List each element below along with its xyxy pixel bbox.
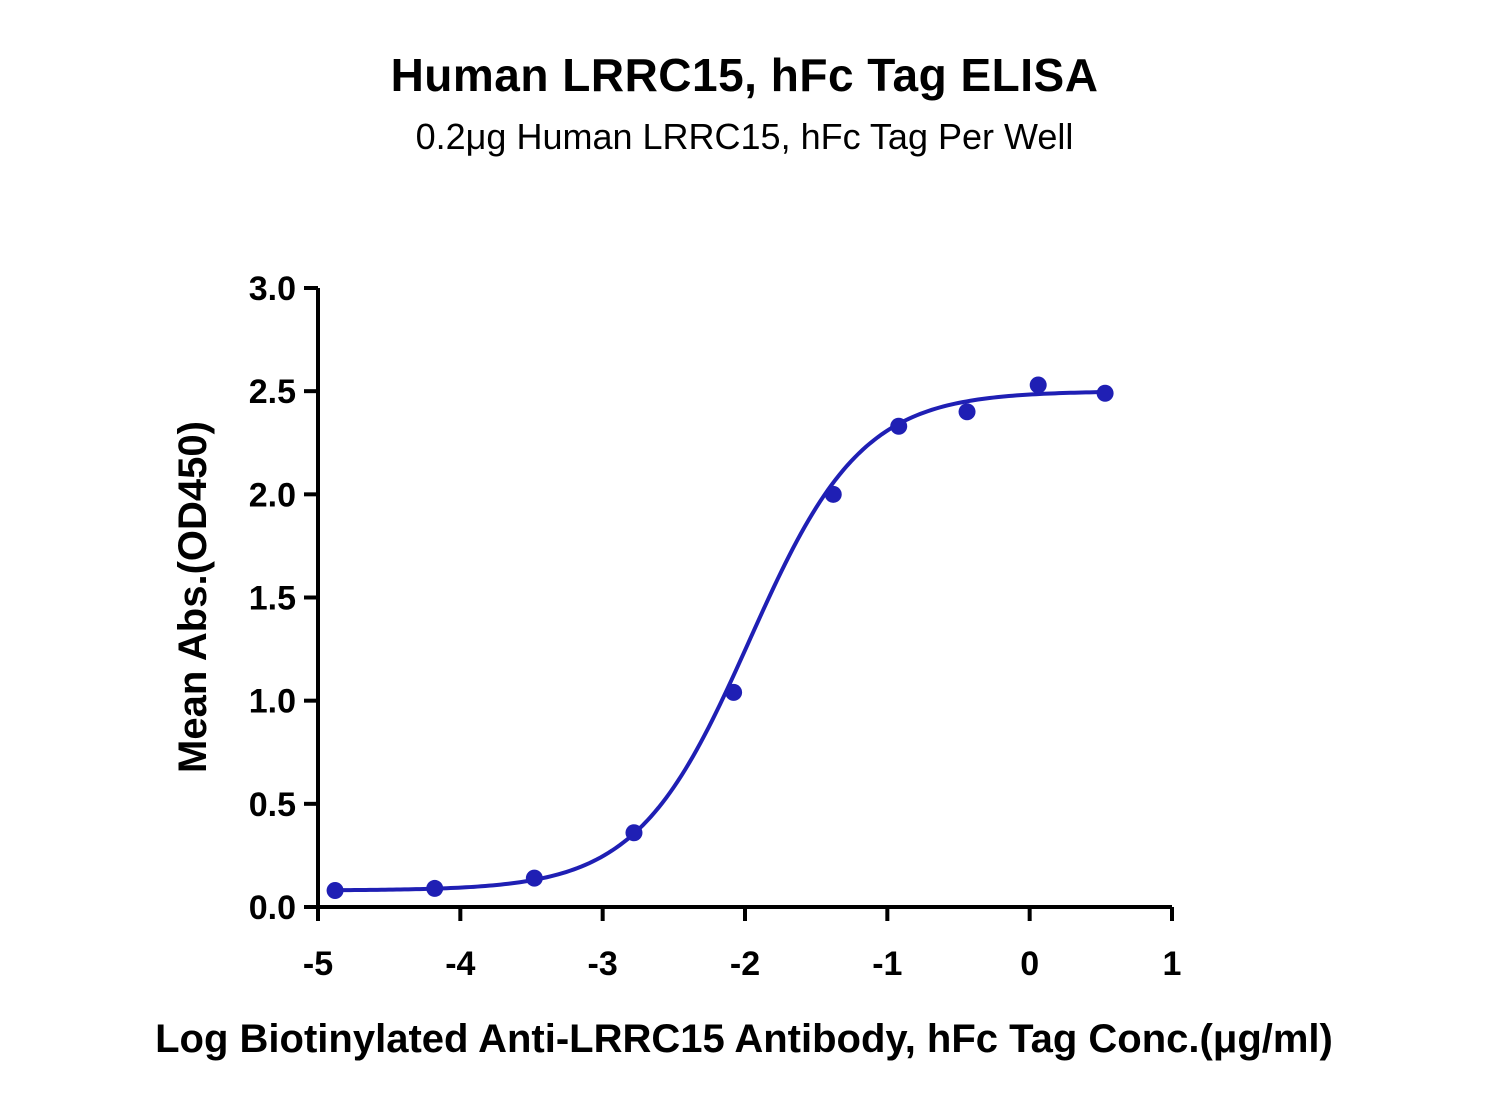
data-point bbox=[525, 869, 543, 887]
x-tick-label: -5 bbox=[303, 945, 333, 983]
y-tick-label: 2.0 bbox=[249, 476, 296, 514]
y-axis-title: Mean Abs.(OD450) bbox=[171, 421, 215, 773]
x-axis-title: Log Biotinylated Anti-LRRC15 Antibody, h… bbox=[155, 1017, 1333, 1061]
data-points-layer bbox=[326, 376, 1114, 899]
y-tick-label: 2.5 bbox=[249, 373, 296, 411]
chart-subtitle: 0.2μg Human LRRC15, hFc Tag Per Well bbox=[415, 116, 1074, 157]
y-tick-label: 0.5 bbox=[249, 786, 296, 824]
data-point bbox=[890, 417, 908, 435]
data-point bbox=[824, 485, 842, 503]
fit-curve-layer bbox=[335, 390, 1106, 893]
data-point bbox=[326, 881, 344, 899]
x-tick-label: -2 bbox=[730, 945, 760, 983]
data-point bbox=[958, 403, 976, 421]
x-tick-label: -1 bbox=[872, 945, 902, 983]
data-point bbox=[1096, 384, 1114, 402]
fit-curve bbox=[335, 390, 1106, 893]
data-point bbox=[1029, 376, 1047, 394]
data-point bbox=[426, 879, 444, 897]
data-point bbox=[725, 683, 743, 701]
x-tick-label: -3 bbox=[588, 945, 618, 983]
y-tick-label: 0.0 bbox=[249, 889, 296, 927]
x-tick-label: 1 bbox=[1163, 945, 1182, 983]
data-point bbox=[625, 824, 643, 842]
y-tick-label: 1.5 bbox=[249, 580, 296, 618]
chart-title: Human LRRC15, hFc Tag ELISA bbox=[390, 49, 1099, 101]
x-tick-label: -4 bbox=[445, 945, 475, 983]
y-tick-label: 3.0 bbox=[249, 270, 296, 308]
x-tick-label: 0 bbox=[1020, 945, 1039, 983]
y-tick-label: 1.0 bbox=[249, 683, 296, 721]
axes: 0.0 0.5 1.0 1.5 2.0 2.5 3.0 -5 -4 -3 -2 -1 0 1 bbox=[249, 270, 1182, 983]
